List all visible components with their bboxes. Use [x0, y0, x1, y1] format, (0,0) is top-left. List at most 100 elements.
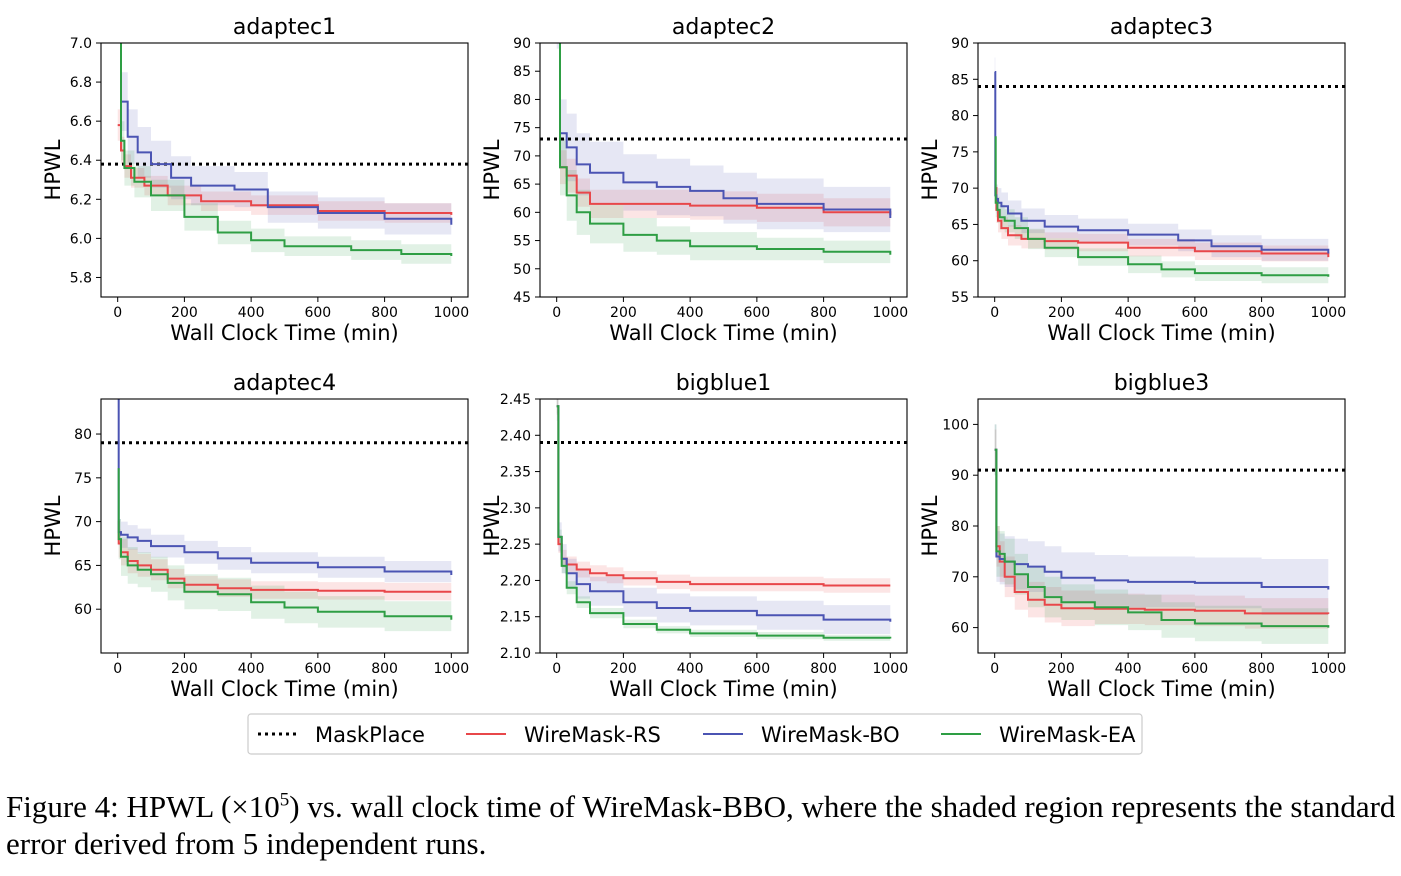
panel-adaptec3-xtick-label-0: 0 [990, 305, 999, 321]
panel-adaptec2-xlabel: Wall Clock Time (min) [609, 321, 837, 345]
legend-label-wiremask-rs: WireMask-RS [524, 723, 661, 747]
panel-bigblue1: 0 200 400 600 800 1000 2.10 2.15 2.20 2.25 2.30 2.3… [480, 371, 908, 701]
legend-label-maskplace: MaskPlace [315, 723, 425, 747]
panel-bigblue1-xtick-label-400: 400 [677, 661, 704, 677]
caption-math: (×105) [220, 789, 300, 824]
panel-bigblue1-band-wiremask-ea [556, 399, 891, 642]
panel-adaptec4-xtick-label-400: 400 [238, 661, 265, 677]
panel-bigblue3-line-wiremask-bo [994, 448, 1330, 590]
panel-adaptec3-line-wiremask-bo [994, 71, 1330, 254]
panel-adaptec2-line-wiremask-ea [559, 43, 892, 255]
panel-adaptec2-xtick-label-400: 400 [677, 305, 704, 321]
panel-bigblue1-title: bigblue1 [676, 371, 772, 396]
panel-adaptec2-ytick-label-5: 70 [513, 149, 531, 165]
panel-bigblue1-xtick-label-600: 600 [743, 661, 770, 677]
panel-adaptec4-ytick-label-1: 65 [74, 558, 92, 574]
panel-adaptec4-ytick-label-0: 60 [74, 602, 92, 618]
caption-rest: vs. wall clock time of WireMask-BBO, whe… [6, 789, 1396, 861]
panel-bigblue3-xtick-label-200: 200 [1048, 661, 1075, 677]
panel-bigblue3-xtick-label-0: 0 [990, 661, 999, 677]
panel-adaptec2-ytick-label-1: 50 [513, 262, 531, 278]
panel-adaptec4-band-wiremask-ea [117, 447, 452, 635]
panel-adaptec2-frame [539, 42, 908, 298]
panel-adaptec4-ylabel: HPWL [41, 495, 65, 556]
panel-adaptec1-line-wiremask-bo [120, 43, 453, 225]
panel-adaptec3-xtick-label-800: 800 [1248, 305, 1275, 321]
panel-adaptec2-ytick-label-0: 45 [513, 290, 531, 306]
legend-label-wiremask-bo: WireMask-BO [761, 723, 900, 747]
panel-adaptec1-ytick-label-2: 6.2 [70, 192, 92, 208]
panel-bigblue1-ylabel: HPWL [480, 495, 504, 556]
panel-adaptec1-xtick-label-400: 400 [238, 305, 265, 321]
panel-adaptec4: 0 200 400 600 800 1000 60 65 70 75 80 adaptec4 Wall … [41, 371, 469, 701]
panel-adaptec3-band-wiremask-bo [994, 57, 1329, 265]
panel-bigblue1-xlabel: Wall Clock Time (min) [609, 677, 837, 701]
panel-adaptec1-xtick-label-0: 0 [113, 305, 122, 321]
panel-adaptec2-xtick-label-800: 800 [810, 305, 837, 321]
panel-bigblue1-ytick-label-0: 2.10 [500, 646, 531, 662]
panel-bigblue3-ytick-label-3: 90 [951, 468, 969, 484]
panel-adaptec4-line-wiremask-bo [117, 399, 453, 575]
panel-bigblue3-ytick-label-2: 80 [951, 519, 969, 535]
panel-adaptec1-xtick-label-200: 200 [171, 305, 198, 321]
panel-adaptec1-frame [100, 42, 469, 298]
panel-adaptec2-xtick-label-600: 600 [743, 305, 770, 321]
panel-adaptec2-ytick-label-4: 65 [513, 177, 531, 193]
panel-bigblue1-xtick-label-200: 200 [610, 661, 637, 677]
legend-label-wiremask-ea: WireMask-EA [999, 723, 1136, 747]
panel-adaptec4-xtick-label-200: 200 [171, 661, 198, 677]
panel-adaptec4-band-wiremask-rs [117, 505, 452, 601]
panel-adaptec3: 0 200 400 600 800 1000 55 60 65 70 75 80 85 90 adaptec… [918, 15, 1346, 345]
panel-adaptec2-ytick-label-6: 75 [513, 121, 531, 137]
panel-bigblue3-ytick-label-4: 100 [942, 417, 969, 433]
panel-adaptec1-ytick-label-4: 6.6 [70, 114, 92, 130]
panel-adaptec4-xtick-label-600: 600 [304, 661, 331, 677]
panel-adaptec3-xtick-label-200: 200 [1048, 305, 1075, 321]
panel-adaptec3-ytick-label-3: 70 [951, 181, 969, 197]
panel-adaptec1-xtick-label-800: 800 [371, 305, 398, 321]
panel-adaptec4-band-wiremask-bo [117, 399, 452, 586]
panel-adaptec1-ytick-label-0: 5.8 [70, 270, 92, 286]
panel-adaptec3-ytick-label-0: 55 [951, 290, 969, 306]
panel-bigblue1-ytick-label-5: 2.35 [500, 465, 531, 481]
panel-adaptec3-ytick-label-6: 85 [951, 72, 969, 88]
panel-bigblue1-xtick-label-0: 0 [552, 661, 561, 677]
panel-adaptec3-ytick-label-7: 90 [951, 36, 969, 52]
panel-adaptec3-ylabel: HPWL [918, 139, 942, 200]
subplot-grid: 0 200 400 600 800 10005.86.06.26.46.66.87.0ad… [41, 15, 1346, 701]
panel-adaptec1-xlabel: Wall Clock Time (min) [170, 321, 398, 345]
panel-bigblue3-xtick-label-1000: 1000 [1310, 661, 1346, 677]
panel-bigblue3-xlabel: Wall Clock Time (min) [1047, 677, 1275, 701]
legend: MaskPlace WireMask-RS WireMask-BO WireMa… [247, 713, 1143, 755]
panel-adaptec4-ytick-label-3: 75 [74, 471, 92, 487]
panel-adaptec1-xtick-label-600: 600 [304, 305, 331, 321]
panel-bigblue1-frame [539, 398, 908, 654]
panel-adaptec3-xtick-label-1000: 1000 [1310, 305, 1346, 321]
panel-adaptec4-ytick-label-4: 80 [74, 427, 92, 443]
panel-adaptec2-title: adaptec2 [672, 15, 775, 40]
panel-adaptec3-xtick-label-400: 400 [1115, 305, 1142, 321]
panel-adaptec4-ytick-label-2: 70 [74, 515, 92, 531]
panel-bigblue3-ytick-label-1: 70 [951, 570, 969, 586]
panel-adaptec3-band-wiremask-ea [994, 122, 1329, 285]
legend-frame [247, 713, 1143, 755]
panel-bigblue1-ytick-label-1: 2.15 [500, 610, 531, 626]
panel-bigblue1-xtick-label-1000: 1000 [872, 661, 908, 677]
panel-adaptec4-xtick-label-800: 800 [371, 661, 398, 677]
panel-bigblue1-xtick-label-800: 800 [810, 661, 837, 677]
panel-adaptec2-line-wiremask-bo [559, 43, 892, 218]
panel-bigblue3-ylabel: HPWL [918, 495, 942, 556]
panel-adaptec1-band-wiremask-ea [121, 43, 452, 266]
panel-bigblue3-xtick-label-400: 400 [1115, 661, 1142, 677]
panel-bigblue3-ytick-label-0: 60 [951, 621, 969, 637]
panel-adaptec4-frame [100, 398, 469, 654]
panel-adaptec4-line-wiremask-ea [117, 468, 453, 620]
panel-adaptec4-xtick-label-0: 0 [113, 661, 122, 677]
panel-adaptec2: 0 200 400 600 800 1000 45 50 55 60 65 70 75 80 85 90 ada… [480, 15, 908, 345]
panel-adaptec2-xtick-label-0: 0 [552, 305, 561, 321]
panel-adaptec2-band-wiremask-bo [556, 43, 891, 241]
panel-adaptec2-ytick-label-3: 60 [513, 205, 531, 221]
panel-adaptec4-title: adaptec4 [233, 371, 336, 396]
panel-adaptec2-ytick-label-2: 55 [513, 234, 531, 250]
